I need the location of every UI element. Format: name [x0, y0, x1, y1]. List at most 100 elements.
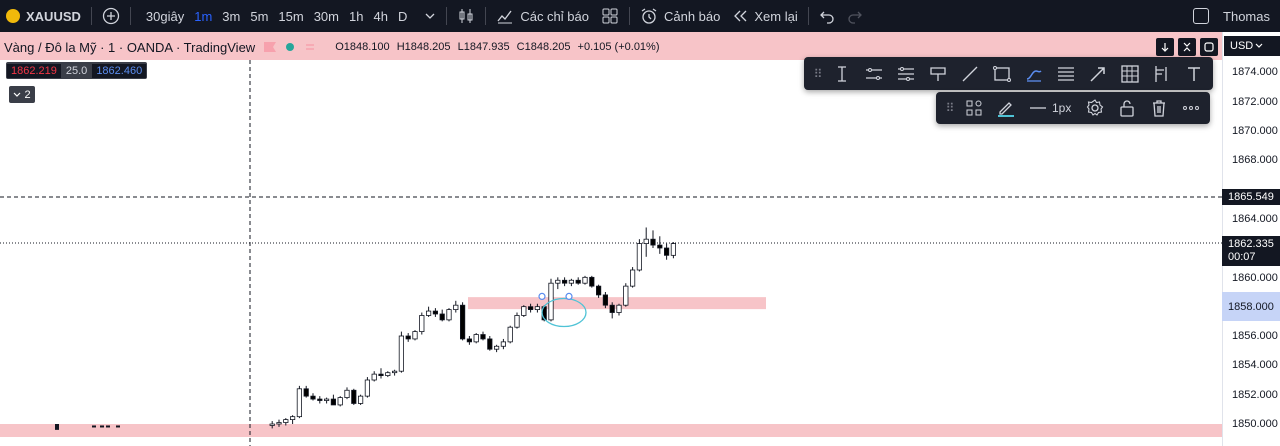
brush-tool[interactable]	[1018, 60, 1050, 88]
candle-body	[670, 243, 677, 256]
user-name[interactable]: Thomas	[1223, 8, 1270, 24]
maximize-pane-button[interactable]	[1200, 38, 1218, 56]
drawing-tools-toolbar: ⠿	[804, 57, 1213, 90]
current-price-tag: 1862.335 00:07	[1222, 236, 1280, 266]
legend-title[interactable]: Vàng / Đô la Mỹ · 1 · OANDA · TradingVie…	[4, 39, 256, 55]
delete-button[interactable]	[1143, 94, 1175, 122]
candle-body	[636, 243, 643, 271]
candle-body	[616, 304, 622, 313]
candle-body	[453, 304, 459, 311]
gear-icon	[1087, 99, 1104, 116]
candle-body	[357, 395, 364, 404]
horizontal-ray-tool[interactable]	[858, 60, 890, 88]
candle-body	[534, 306, 541, 310]
candle-body	[500, 341, 507, 347]
arrow-tool[interactable]	[1082, 60, 1114, 88]
price-label-1852: 1852.000	[1232, 389, 1278, 401]
candle-body	[296, 388, 303, 418]
position-icon	[1155, 65, 1167, 82]
drag-handle-icon[interactable]: ⠿	[813, 66, 823, 81]
close-value: C1848.205	[516, 41, 571, 53]
symbol-selector[interactable]: XAUUSD	[0, 0, 87, 32]
gann-box-tool[interactable]	[1114, 60, 1146, 88]
replay-button[interactable]: Xem lại	[726, 0, 803, 32]
price-label-1868: 1868.000	[1232, 154, 1278, 166]
candle-body	[514, 315, 520, 328]
price-label-1870: 1870.000	[1232, 125, 1278, 137]
drag-handle-icon[interactable]: ⠿	[945, 101, 955, 115]
move-down-button[interactable]	[1156, 38, 1174, 56]
settings-button[interactable]	[1079, 94, 1111, 122]
candle-body	[289, 416, 296, 420]
timeframe-5[interactable]: 30m	[313, 8, 339, 24]
gold-symbol-icon	[6, 9, 20, 23]
text-tool[interactable]	[1178, 60, 1210, 88]
candle-body	[664, 247, 670, 256]
chart-type-button[interactable]	[451, 0, 481, 32]
timeframe-2[interactable]: 3m	[222, 8, 241, 24]
more-dots-icon	[1183, 106, 1200, 110]
flag-icon[interactable]	[263, 41, 277, 53]
compare-button[interactable]	[96, 0, 126, 32]
undo-button[interactable]	[813, 0, 841, 32]
timeframe-4[interactable]: 15m	[278, 8, 304, 24]
indicators-button[interactable]: Các chỉ báo	[490, 0, 595, 32]
trend-line-tool[interactable]	[954, 60, 986, 88]
collapse-pane-button[interactable]	[1178, 38, 1196, 56]
timeframe-6[interactable]: 1h	[349, 8, 364, 24]
timeframe-1[interactable]: 1m	[194, 8, 213, 24]
candle-body	[575, 279, 581, 284]
redo-button[interactable]	[841, 0, 869, 32]
collapse-legend-button[interactable]: 2	[9, 86, 35, 103]
timeframe-7[interactable]: 4h	[373, 8, 388, 24]
candle-body	[364, 379, 371, 397]
grid-box-icon	[1121, 64, 1139, 83]
currency-selector[interactable]: USD	[1224, 36, 1280, 56]
candle-body	[555, 279, 561, 284]
alerts-button[interactable]: Cảnh báo	[634, 0, 726, 32]
equals-icon	[306, 44, 315, 50]
candle-body	[419, 315, 425, 333]
line-color-button[interactable]	[990, 94, 1022, 122]
price-label-1850: 1850.000	[1232, 418, 1278, 430]
indicators-icon	[497, 10, 513, 24]
rectangle-tool[interactable]	[986, 60, 1018, 88]
candlestick-chart[interactable]	[0, 32, 1222, 446]
chart-pane[interactable]: Vàng / Đô la Mỹ · 1 · OANDA · TradingVie…	[0, 32, 1222, 446]
timeframe-3[interactable]: 5m	[250, 8, 269, 24]
layouts-button[interactable]	[595, 0, 625, 32]
price-label-tool[interactable]	[922, 60, 954, 88]
timeframe-8[interactable]: D	[397, 8, 408, 24]
long-position-tool[interactable]	[1146, 60, 1178, 88]
timeframe-dropdown[interactable]	[418, 0, 442, 32]
candle-body	[385, 372, 391, 376]
candle-body	[276, 422, 282, 425]
bid-price[interactable]: 1862.219	[7, 63, 61, 78]
vertical-line-icon	[838, 65, 846, 82]
candle-body	[528, 306, 534, 310]
pane-controls	[1156, 38, 1218, 56]
line-width-button[interactable]: 1px	[1022, 101, 1079, 115]
template-button[interactable]	[958, 94, 990, 122]
candle-body	[323, 398, 330, 401]
rectangle-icon	[993, 65, 1011, 82]
vertical-line-tool[interactable]	[826, 60, 858, 88]
candle-body	[269, 423, 275, 426]
fullscreen-checkbox[interactable]	[1193, 8, 1210, 24]
ask-price[interactable]: 1862.460	[92, 63, 147, 78]
fib-tool[interactable]	[1050, 60, 1082, 88]
candle-body	[425, 310, 432, 316]
candle-body	[432, 310, 439, 315]
candle-body	[337, 397, 343, 406]
candle-body	[602, 294, 609, 306]
fib-lines-icon	[1058, 66, 1074, 81]
parallel-channel-tool[interactable]	[890, 60, 922, 88]
candle-body	[446, 309, 452, 321]
collapsed-count: 2	[24, 88, 31, 101]
replay-label: Xem lại	[754, 8, 798, 24]
candle-body	[303, 388, 309, 397]
more-button[interactable]	[1175, 94, 1207, 122]
timeframe-0[interactable]: 30giây	[145, 8, 185, 24]
candle-body	[116, 425, 120, 428]
lock-button[interactable]	[1111, 94, 1143, 122]
